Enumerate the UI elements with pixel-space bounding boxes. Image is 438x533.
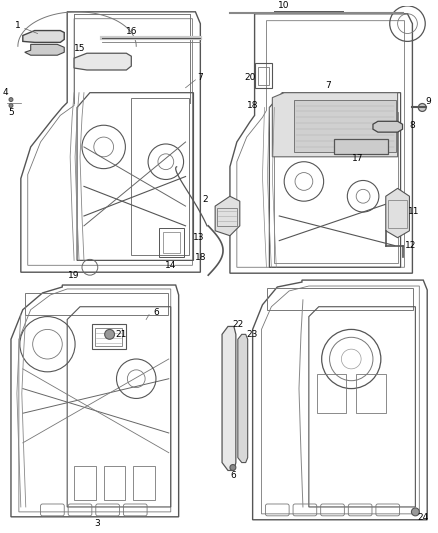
Bar	[133, 465, 155, 500]
Circle shape	[105, 329, 114, 340]
Text: 20: 20	[244, 74, 255, 83]
Text: 7: 7	[198, 74, 203, 83]
Text: 11: 11	[408, 207, 419, 215]
Polygon shape	[23, 30, 64, 43]
Polygon shape	[272, 93, 398, 157]
Text: 1: 1	[15, 21, 21, 30]
Bar	[25, 293, 168, 314]
Circle shape	[9, 103, 13, 108]
Circle shape	[418, 103, 426, 111]
Text: 16: 16	[126, 27, 137, 36]
Text: 24: 24	[418, 513, 429, 522]
Text: 17: 17	[353, 154, 364, 163]
Bar	[317, 374, 346, 413]
Polygon shape	[74, 53, 131, 70]
Bar	[95, 328, 123, 346]
Polygon shape	[222, 326, 236, 471]
Bar	[159, 228, 184, 257]
Bar	[356, 374, 386, 413]
Bar	[333, 139, 388, 154]
Text: 9: 9	[425, 97, 431, 106]
Text: 18: 18	[247, 101, 258, 110]
Circle shape	[411, 508, 419, 516]
Bar	[268, 288, 413, 310]
Text: 13: 13	[193, 233, 204, 242]
Bar	[163, 232, 180, 254]
Bar	[388, 200, 407, 228]
Bar	[254, 63, 272, 88]
Text: 18: 18	[194, 253, 206, 262]
Polygon shape	[386, 188, 410, 238]
Text: 6: 6	[230, 471, 236, 480]
Polygon shape	[373, 122, 403, 132]
Text: 23: 23	[246, 330, 258, 339]
Bar	[74, 465, 96, 500]
Text: 10: 10	[279, 2, 290, 10]
Bar	[92, 325, 127, 349]
Text: 12: 12	[405, 241, 416, 250]
Text: 14: 14	[165, 261, 177, 270]
Bar	[258, 67, 269, 85]
Text: 22: 22	[232, 320, 244, 329]
Text: 21: 21	[116, 330, 127, 339]
Text: 15: 15	[74, 44, 86, 53]
Text: 5: 5	[8, 108, 14, 117]
Text: 4: 4	[2, 88, 8, 97]
Text: 2: 2	[202, 195, 208, 204]
Polygon shape	[25, 44, 64, 55]
Polygon shape	[238, 334, 248, 463]
Text: 8: 8	[410, 121, 415, 130]
Text: 3: 3	[94, 519, 100, 528]
Circle shape	[230, 465, 236, 471]
Text: 7: 7	[326, 82, 332, 90]
Bar	[217, 208, 237, 226]
Bar	[104, 465, 125, 500]
Polygon shape	[215, 196, 240, 236]
Text: 6: 6	[153, 308, 159, 317]
Circle shape	[9, 98, 13, 102]
Polygon shape	[294, 100, 396, 152]
Text: 19: 19	[68, 271, 80, 280]
